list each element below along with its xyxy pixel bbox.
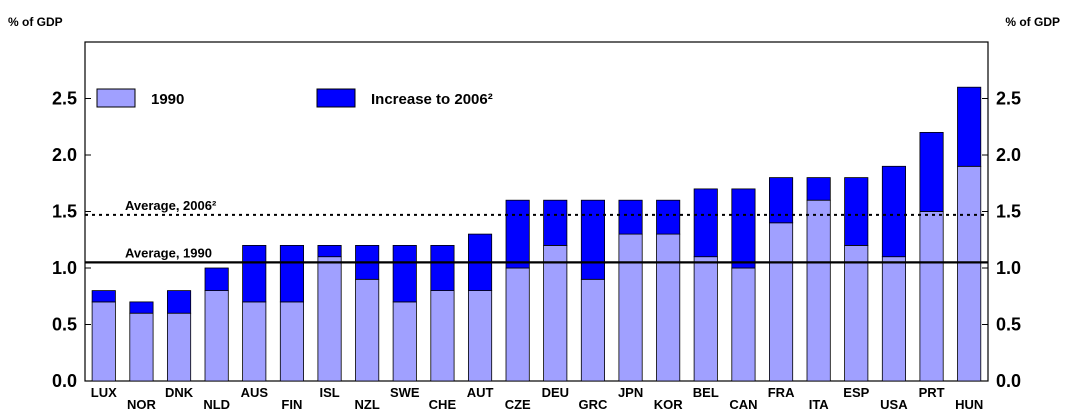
x-label-che: CHE	[429, 397, 457, 410]
x-label-fin: FIN	[281, 397, 302, 410]
bar-nld-increase	[204, 267, 229, 292]
bar-grc-increase	[580, 199, 605, 280]
x-label-nzl: NZL	[355, 397, 380, 410]
bar-dnk-1990	[166, 312, 192, 382]
y-tick-label-right: 2.5	[996, 89, 1021, 109]
bar-ita-increase	[806, 177, 831, 201]
bar-bel-increase	[693, 188, 718, 258]
x-label-cze: CZE	[505, 397, 531, 410]
bar-nld-1990	[204, 290, 229, 382]
y-tick-label-left: 1.0	[52, 258, 77, 278]
bar-esp-increase	[844, 177, 869, 246]
y-tick-label-left: 1.5	[52, 202, 77, 222]
bar-usa-increase	[881, 165, 906, 258]
left-unit-label: % of GDP	[8, 15, 63, 29]
bar-lux-increase	[91, 290, 116, 303]
x-label-kor: KOR	[654, 397, 684, 410]
reference-lines: Average, 2006² Average, 1990	[85, 198, 988, 264]
x-label-prt: PRT	[919, 385, 945, 400]
y-tick-label-left: 2.0	[52, 145, 77, 165]
x-label-bel: BEL	[693, 385, 719, 400]
x-axis-labels: LUX NOR DNK NLD AUS FIN ISL NZL SWE CHE AUT CZE DEU G…	[91, 385, 983, 412]
y-tick-label-left: 0.5	[52, 315, 77, 335]
bar-aus-1990	[242, 301, 267, 382]
bar-aut-1990	[467, 290, 493, 382]
legend-label-1990: 1990	[151, 91, 184, 108]
y-tick-label-left: 0.0	[52, 371, 77, 391]
bar-isl-1990	[317, 256, 342, 382]
bar-kor-increase	[656, 199, 681, 235]
average-1990-label: Average, 1990	[125, 245, 212, 260]
y-tick-label-right: 1.5	[996, 202, 1021, 222]
bar-bel-1990	[693, 256, 718, 382]
bar-prt-increase	[919, 131, 944, 212]
x-label-nor: NOR	[127, 397, 157, 410]
x-label-fra: FRA	[768, 385, 795, 400]
bar-fin-1990	[279, 301, 304, 382]
y-tick-label-right: 0.5	[996, 315, 1021, 335]
x-label-ita: ITA	[809, 397, 830, 410]
bar-grc-1990	[580, 278, 605, 382]
bar-isl-increase	[317, 244, 342, 258]
bar-swe-1990	[392, 301, 417, 382]
legend-swatch-1990	[96, 88, 136, 108]
x-label-lux: LUX	[91, 385, 117, 400]
y-tick-label-right: 2.0	[996, 145, 1021, 165]
y-axis-ticks: 0.0 0.0 0.5 0.5 1.0 1.0 1.5 1.5 2.0 2.0 2.5 2.5	[52, 89, 1021, 392]
legend: 1990 Increase to 2006²	[96, 88, 493, 108]
legend-label-increase: Increase to 2006²	[371, 91, 493, 108]
bar-prt-1990	[919, 211, 944, 382]
bar-kor-1990	[656, 233, 681, 382]
bar-nor-increase	[129, 301, 154, 314]
bar-fra-1990	[769, 222, 794, 382]
y-tick-label-right: 1.0	[996, 258, 1021, 278]
bar-che-1990	[430, 290, 455, 382]
x-label-dnk: DNK	[165, 385, 194, 400]
x-label-aut: AUT	[467, 385, 494, 400]
bar-deu-1990	[543, 244, 568, 382]
legend-swatch-increase	[316, 88, 356, 108]
bar-dnk-increase	[166, 290, 192, 314]
bar-nor-1990	[129, 312, 154, 382]
bar-can-1990	[731, 267, 756, 382]
bar-jpn-increase	[618, 199, 643, 235]
bar-fin-increase	[279, 244, 304, 303]
x-label-can: CAN	[729, 397, 757, 410]
bar-fra-increase	[769, 177, 794, 224]
bar-can-increase	[731, 188, 756, 269]
x-label-esp: ESP	[843, 385, 869, 400]
bar-aus-increase	[242, 244, 267, 303]
bar-jpn-1990	[618, 233, 643, 382]
bar-swe-increase	[392, 244, 417, 303]
y-tick-label-right: 0.0	[996, 371, 1021, 391]
bar-esp-1990	[844, 244, 869, 382]
bar-usa-1990	[881, 256, 906, 382]
bar-cze-increase	[505, 199, 530, 269]
bar-lux-1990	[91, 301, 116, 382]
x-label-hun: HUN	[955, 397, 983, 410]
bar-che-increase	[430, 244, 455, 291]
x-label-jpn: JPN	[618, 385, 643, 400]
x-label-grc: GRC	[578, 397, 608, 410]
bar-deu-increase	[543, 199, 568, 246]
bar-hun-1990	[957, 165, 982, 382]
bar-cze-1990	[505, 267, 530, 382]
y-tick-label-left: 2.5	[52, 89, 77, 109]
x-label-aus: AUS	[241, 385, 269, 400]
right-unit-label: % of GDP	[1005, 15, 1060, 29]
average-2006-label: Average, 2006²	[125, 198, 217, 213]
x-label-swe: SWE	[390, 385, 420, 400]
bars-group	[91, 86, 982, 382]
x-label-deu: DEU	[542, 385, 569, 400]
bar-hun-increase	[957, 86, 982, 167]
x-label-usa: USA	[880, 397, 908, 410]
x-label-isl: ISL	[319, 385, 339, 400]
bar-ita-1990	[806, 199, 831, 382]
bar-nzl-1990	[355, 278, 380, 382]
x-label-nld: NLD	[203, 397, 230, 410]
